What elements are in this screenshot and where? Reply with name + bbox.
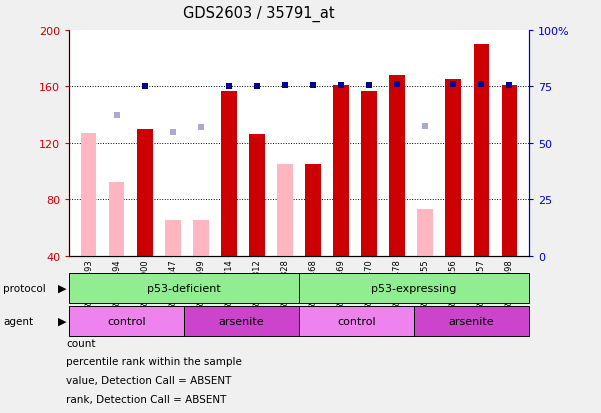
Bar: [299, 273, 529, 303]
Bar: [184, 306, 299, 336]
Text: control: control: [337, 316, 376, 326]
Text: p53-expressing: p53-expressing: [371, 283, 457, 293]
Bar: [334, 86, 349, 256]
Bar: [474, 45, 489, 256]
Bar: [165, 221, 180, 256]
Text: control: control: [107, 316, 146, 326]
Text: percentile rank within the sample: percentile rank within the sample: [66, 356, 242, 366]
Text: arsenite: arsenite: [219, 316, 264, 326]
Text: value, Detection Call = ABSENT: value, Detection Call = ABSENT: [66, 375, 231, 385]
Text: protocol: protocol: [3, 283, 46, 293]
Bar: [81, 134, 96, 256]
Bar: [277, 165, 293, 256]
Bar: [249, 135, 264, 256]
Bar: [299, 306, 414, 336]
Text: count: count: [66, 338, 96, 348]
Text: arsenite: arsenite: [448, 316, 494, 326]
Text: GDS2603 / 35791_at: GDS2603 / 35791_at: [183, 6, 334, 22]
Bar: [418, 210, 433, 256]
Text: ▶: ▶: [58, 316, 66, 326]
Bar: [502, 86, 517, 256]
Bar: [69, 273, 299, 303]
Bar: [389, 76, 405, 256]
Text: p53-deficient: p53-deficient: [147, 283, 221, 293]
Bar: [193, 221, 209, 256]
Bar: [361, 91, 377, 256]
Text: rank, Detection Call = ABSENT: rank, Detection Call = ABSENT: [66, 394, 227, 404]
Bar: [69, 306, 184, 336]
Text: agent: agent: [3, 316, 33, 326]
Bar: [109, 183, 124, 256]
Text: ▶: ▶: [58, 283, 66, 293]
Bar: [221, 91, 237, 256]
Bar: [414, 306, 529, 336]
Bar: [137, 129, 153, 256]
Bar: [445, 80, 461, 256]
Bar: [305, 165, 321, 256]
